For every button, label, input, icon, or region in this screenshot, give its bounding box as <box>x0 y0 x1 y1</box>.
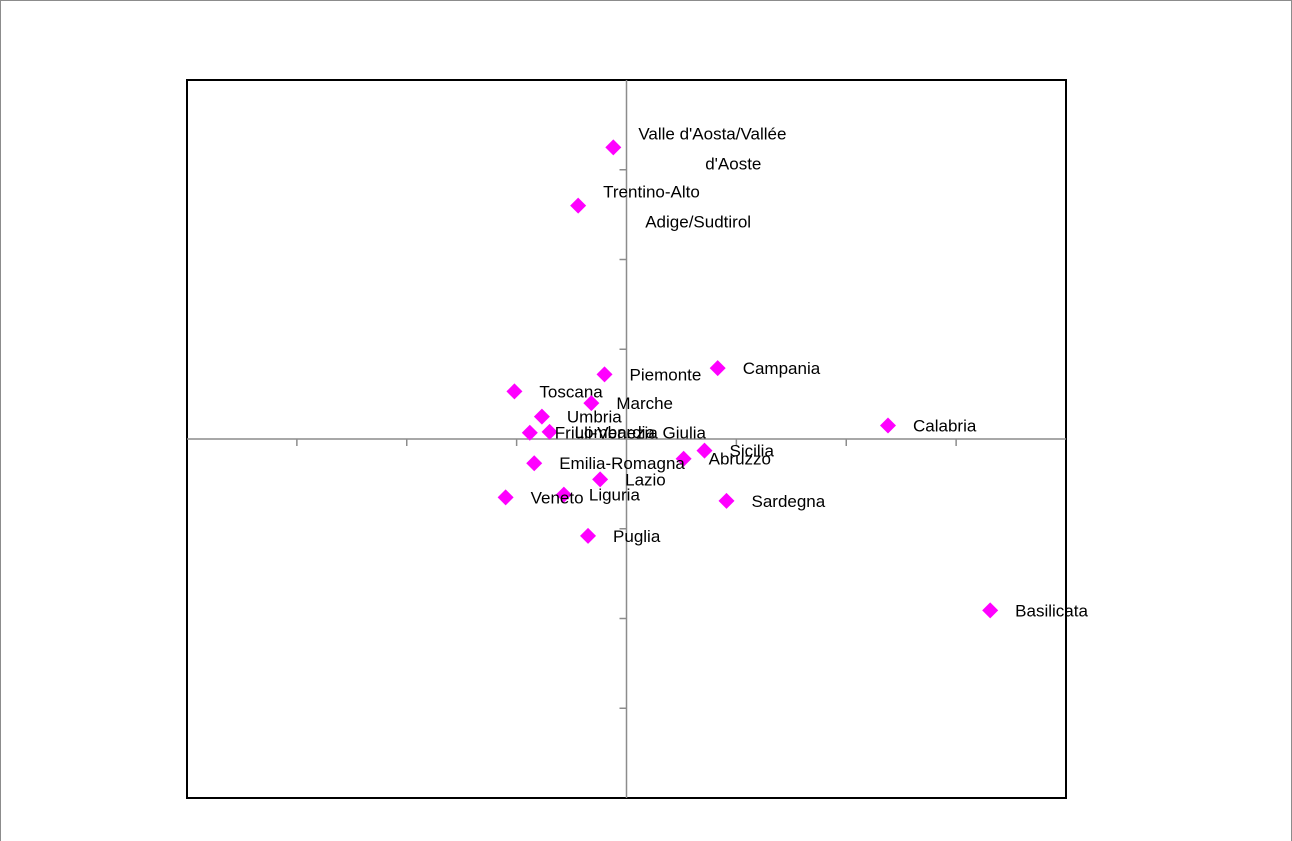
point-marker <box>497 489 514 506</box>
point-label: Sicilia <box>730 442 775 461</box>
point-marker <box>555 486 572 503</box>
point-label: Piemonte <box>630 365 702 384</box>
point-lombardia: Lombardia <box>541 423 656 442</box>
axes <box>187 80 1066 798</box>
point-label: Valle d'Aosta/Vallée <box>638 124 786 143</box>
point-label: Lazio <box>625 470 666 489</box>
point-marker <box>526 455 543 472</box>
point-lazio: Lazio <box>592 470 666 489</box>
data-points: Valle d'Aosta/Vallée d'Aoste Trentino-Alto… <box>497 124 1088 620</box>
point-label: d'Aoste <box>705 154 761 173</box>
point-marker <box>570 197 587 214</box>
point-valle-d-aosta-vall-e-d-aoste: Valle d'Aosta/Vallée d'Aoste <box>605 124 786 173</box>
point-sicilia: Sicilia <box>696 442 775 461</box>
point-umbria: Umbria <box>533 408 622 427</box>
point-emilia-romagna: Emilia-Romagna <box>526 454 685 473</box>
point-label: Trentino-Alto <box>603 183 700 202</box>
point-marker <box>580 527 597 544</box>
point-marker <box>596 366 613 383</box>
point-label: Liguria <box>589 486 641 505</box>
point-marker <box>709 360 726 377</box>
point-label: Campania <box>743 359 821 378</box>
point-piemonte: Piemonte <box>596 365 702 384</box>
point-marker <box>583 395 600 412</box>
point-marker <box>605 139 622 156</box>
point-liguria: Liguria <box>555 486 641 505</box>
point-label: Basilicata <box>1015 601 1088 620</box>
point-friuli-venezia-giulia: Friuli-Venezia Giulia <box>521 424 707 443</box>
point-label: Friuli-Venezia Giulia <box>555 424 707 443</box>
point-marker <box>592 471 609 488</box>
point-puglia: Puglia <box>580 527 661 546</box>
point-marker <box>880 417 897 434</box>
point-abruzzo: Abruzzo <box>675 450 771 469</box>
point-label: Calabria <box>913 417 977 436</box>
point-label: Marche <box>616 394 673 413</box>
point-marker <box>541 423 558 440</box>
point-label: Veneto <box>531 488 584 507</box>
point-label: Sardegna <box>751 492 825 511</box>
point-veneto: Veneto <box>497 488 584 507</box>
point-campania: Campania <box>709 359 821 378</box>
point-marche: Marche <box>583 394 673 413</box>
point-label: Umbria <box>567 408 622 427</box>
point-marker <box>696 442 713 459</box>
point-label: Lombardia <box>575 423 656 442</box>
point-marker <box>718 492 735 509</box>
point-label: Emilia-Romagna <box>559 454 685 473</box>
point-label: Adige/Sudtirol <box>645 213 751 232</box>
point-calabria: Calabria <box>880 417 977 436</box>
point-toscana: Toscana <box>506 382 603 401</box>
point-marker <box>533 408 550 425</box>
point-basilicata: Basilicata <box>982 601 1088 620</box>
point-marker <box>982 602 999 619</box>
point-label: Puglia <box>613 527 661 546</box>
point-label: Toscana <box>539 382 603 401</box>
point-marker <box>675 450 692 467</box>
point-label: Abruzzo <box>709 450 771 469</box>
point-marker <box>521 424 538 441</box>
point-marker <box>506 383 523 400</box>
point-sardegna: Sardegna <box>718 492 826 511</box>
point-trentino-alto-adige-sudtirol: Trentino-Alto Adige/Sudtirol <box>570 183 751 232</box>
